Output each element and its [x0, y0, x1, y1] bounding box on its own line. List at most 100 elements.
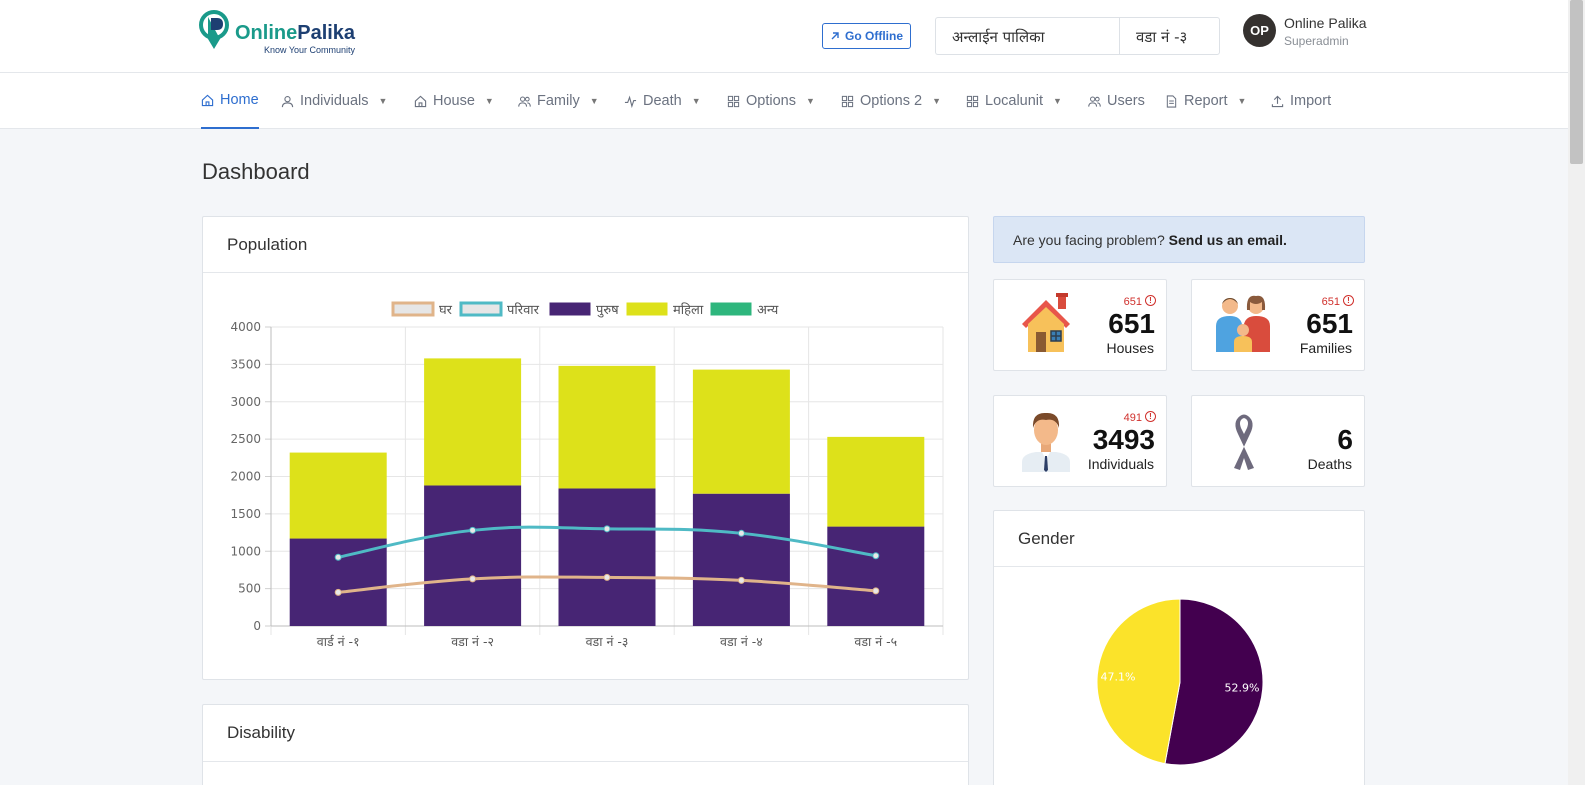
- external-arrow-icon: [831, 32, 839, 40]
- user-role: Superadmin: [1284, 34, 1349, 48]
- main-nav: Home Individuals ▼ House ▼ Family ▼ Deat…: [0, 73, 1568, 129]
- support-alert: Are you facing problem? Send us an email…: [993, 216, 1365, 263]
- card-divider: [203, 272, 968, 273]
- legend-label-पुरुष[interactable]: पुरुष: [596, 303, 619, 318]
- family-icon: [1216, 295, 1270, 352]
- disability-card: Disability: [202, 704, 969, 785]
- nav-options-label: Options: [746, 93, 796, 109]
- stat-card-deaths[interactable]: 6 Deaths: [1191, 395, 1365, 487]
- bar-पुरुष-3[interactable]: [692, 493, 790, 626]
- point-परिवार[interactable]: [469, 526, 477, 534]
- nav-localunit-label: Localunit: [985, 93, 1044, 109]
- page-title: Dashboard: [202, 159, 310, 184]
- nav-options-2[interactable]: Options 2 ▼: [841, 73, 941, 129]
- point-घर[interactable]: [334, 588, 342, 596]
- point-परिवार[interactable]: [872, 552, 880, 560]
- y-tick-label: 3000: [230, 395, 261, 409]
- houses-small-count: 651: [1123, 296, 1142, 308]
- nav-family[interactable]: Family ▼: [518, 73, 599, 129]
- nav-users[interactable]: Users: [1088, 73, 1145, 129]
- nav-import[interactable]: Import: [1271, 73, 1331, 129]
- nav-users-label: Users: [1107, 93, 1145, 109]
- pie-slice-1[interactable]: [1096, 598, 1181, 765]
- grid-icon: [727, 95, 740, 107]
- point-घर[interactable]: [603, 573, 611, 581]
- nav-individuals[interactable]: Individuals ▼: [281, 73, 387, 129]
- nav-house-label: House: [433, 93, 475, 109]
- point-घर[interactable]: [469, 575, 477, 583]
- bar-महिला-0[interactable]: [289, 452, 387, 539]
- bar-महिला-3[interactable]: [692, 369, 790, 494]
- nav-localunit[interactable]: Localunit ▼: [966, 73, 1062, 129]
- point-परिवार[interactable]: [603, 525, 611, 533]
- stat-card-families[interactable]: 651 ! 651 Families: [1191, 279, 1365, 371]
- chevron-down-icon: ▼: [932, 96, 941, 106]
- bar-महिला-4[interactable]: [827, 436, 925, 527]
- upload-icon: [1271, 95, 1284, 107]
- bar-पुरुष-4[interactable]: [827, 526, 925, 626]
- nav-report[interactable]: Report ▼: [1165, 73, 1246, 129]
- legend-label-महिला[interactable]: महिला: [673, 302, 704, 318]
- ribbon-icon: [1234, 414, 1254, 470]
- bar-पुरुष-2[interactable]: [558, 488, 656, 626]
- bar-पुरुष-0[interactable]: [289, 538, 387, 626]
- nav-report-label: Report: [1184, 93, 1228, 109]
- bar-महिला-2[interactable]: [558, 365, 656, 489]
- palika-select[interactable]: अन्लाईन पालिका: [935, 17, 1120, 55]
- y-tick-label: 2000: [230, 470, 261, 484]
- legend-label-अन्य[interactable]: अन्य: [757, 303, 779, 318]
- legend-swatch-अन्य[interactable]: [710, 302, 752, 316]
- send-email-link[interactable]: Send us an email.: [1168, 232, 1287, 248]
- nav-options[interactable]: Options ▼: [727, 73, 815, 129]
- bar-महिला-1[interactable]: [424, 358, 522, 486]
- legend-swatch-घर[interactable]: [391, 301, 435, 317]
- x-tick-label: वार्ड नं -१: [317, 634, 360, 649]
- gender-card: Gender 52.9% 47.1%: [993, 510, 1365, 785]
- houses-label: Houses: [1106, 340, 1154, 356]
- x-tick-label: वडा नं -२: [451, 634, 494, 649]
- point-घर[interactable]: [737, 576, 745, 584]
- bar-पुरुष-1[interactable]: [424, 485, 522, 626]
- chevron-down-icon: ▼: [805, 96, 815, 106]
- nav-home[interactable]: Home: [201, 73, 259, 129]
- individuals-label: Individuals: [1087, 456, 1154, 472]
- users-icon: [1088, 96, 1101, 107]
- nav-house[interactable]: House ▼: [414, 73, 494, 129]
- user-name[interactable]: Online Palika: [1284, 15, 1367, 31]
- legend-label-घर[interactable]: घर: [439, 303, 453, 318]
- legend-label-परिवार[interactable]: परिवार: [507, 302, 540, 318]
- go-offline-button[interactable]: Go Offline: [822, 23, 911, 49]
- avatar[interactable]: OP: [1243, 14, 1276, 47]
- stat-card-houses[interactable]: 651 ! 651 Houses: [993, 279, 1167, 371]
- individuals-count: 3493: [1092, 424, 1155, 455]
- logo-tagline: Know Your Community: [264, 45, 356, 55]
- point-परिवार[interactable]: [737, 529, 745, 537]
- y-tick-label: 1500: [230, 507, 261, 521]
- pie-slice-0[interactable]: [1164, 598, 1264, 766]
- point-परिवार[interactable]: [334, 553, 342, 561]
- onlinepalika-logo[interactable]: OnlinePalika Know Your Community: [198, 9, 368, 55]
- support-alert-text: Are you facing problem?: [1013, 232, 1165, 248]
- chevron-down-icon: ▼: [691, 96, 701, 106]
- x-tick-label: वडा नं -३: [586, 634, 629, 649]
- legend-swatch-पुरुष[interactable]: [549, 302, 591, 316]
- go-offline-label: Go Offline: [845, 29, 903, 43]
- legend-swatch-परिवार[interactable]: [459, 301, 503, 317]
- page-scrollbar-thumb[interactable]: [1570, 0, 1583, 164]
- nav-import-label: Import: [1290, 93, 1332, 109]
- home-icon: [414, 95, 427, 107]
- nav-death-label: Death: [643, 93, 682, 109]
- grid-icon: [966, 95, 979, 107]
- stat-card-individuals[interactable]: 491 ! 3493 Individuals: [993, 395, 1167, 487]
- ward-select[interactable]: वडा नं -३: [1119, 17, 1220, 55]
- card-divider: [203, 761, 968, 762]
- point-घर[interactable]: [872, 587, 880, 595]
- nav-death[interactable]: Death ▼: [624, 73, 701, 129]
- y-tick-label: 0: [253, 619, 261, 633]
- pie-data-label: 47.1%: [1101, 670, 1136, 683]
- chevron-down-icon: ▼: [378, 96, 388, 106]
- logo-wordmark: OnlinePalika: [235, 22, 356, 44]
- activity-icon: [624, 94, 637, 108]
- legend-swatch-महिला[interactable]: [626, 302, 668, 316]
- page-scrollbar[interactable]: [1568, 0, 1585, 785]
